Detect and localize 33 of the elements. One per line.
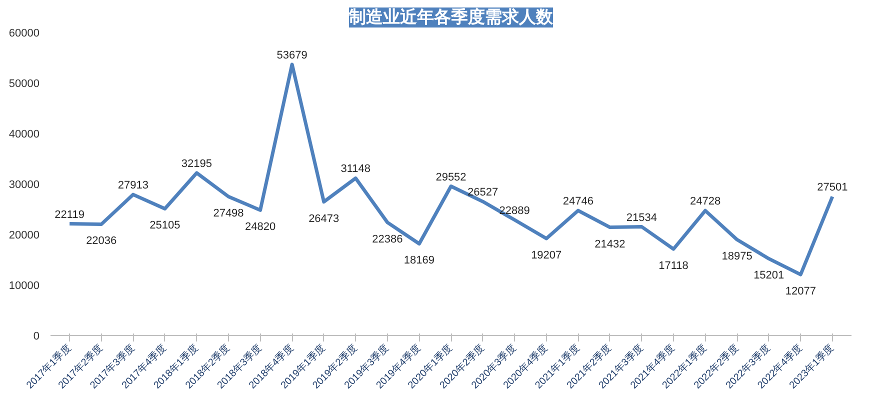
data-label: 25105 [150, 220, 180, 232]
y-tick-label: 10000 [8, 280, 40, 292]
y-tick-label: 0 [33, 330, 40, 342]
data-label: 22386 [372, 233, 403, 246]
data-label: 24728 [690, 196, 721, 208]
y-tick-label: 50000 [8, 78, 40, 90]
data-label: 26527 [467, 186, 498, 199]
data-label: 21534 [626, 212, 658, 224]
data-label: 12077 [785, 286, 816, 298]
y-tick-label: 40000 [8, 128, 40, 140]
y-tick-label: 20000 [8, 230, 40, 242]
data-label: 27913 [118, 180, 148, 192]
data-label: 15201 [754, 270, 784, 282]
data-label: 22036 [86, 235, 117, 248]
data-label: 17118 [658, 260, 688, 272]
y-tick-label: 60000 [8, 28, 40, 40]
data-label: 53679 [276, 49, 308, 62]
data-label: 22889 [499, 204, 530, 217]
chart-title: 制造业近年各季度需求人数 [348, 8, 554, 28]
data-label: 24746 [562, 196, 594, 208]
data-label: 27501 [817, 182, 848, 194]
data-label: 29552 [436, 171, 466, 184]
data-label: 26473 [308, 212, 340, 225]
data-label: 27498 [213, 208, 244, 220]
y-tick-label: 30000 [8, 179, 40, 191]
data-label: 32195 [181, 158, 212, 170]
data-label: 18975 [722, 250, 752, 263]
data-label: 31148 [340, 163, 371, 176]
data-label: 24820 [244, 221, 276, 234]
data-label: 19207 [531, 250, 562, 262]
data-label: 21432 [594, 238, 626, 250]
data-label: 22119 [54, 208, 84, 221]
data-label: 18169 [404, 254, 435, 267]
